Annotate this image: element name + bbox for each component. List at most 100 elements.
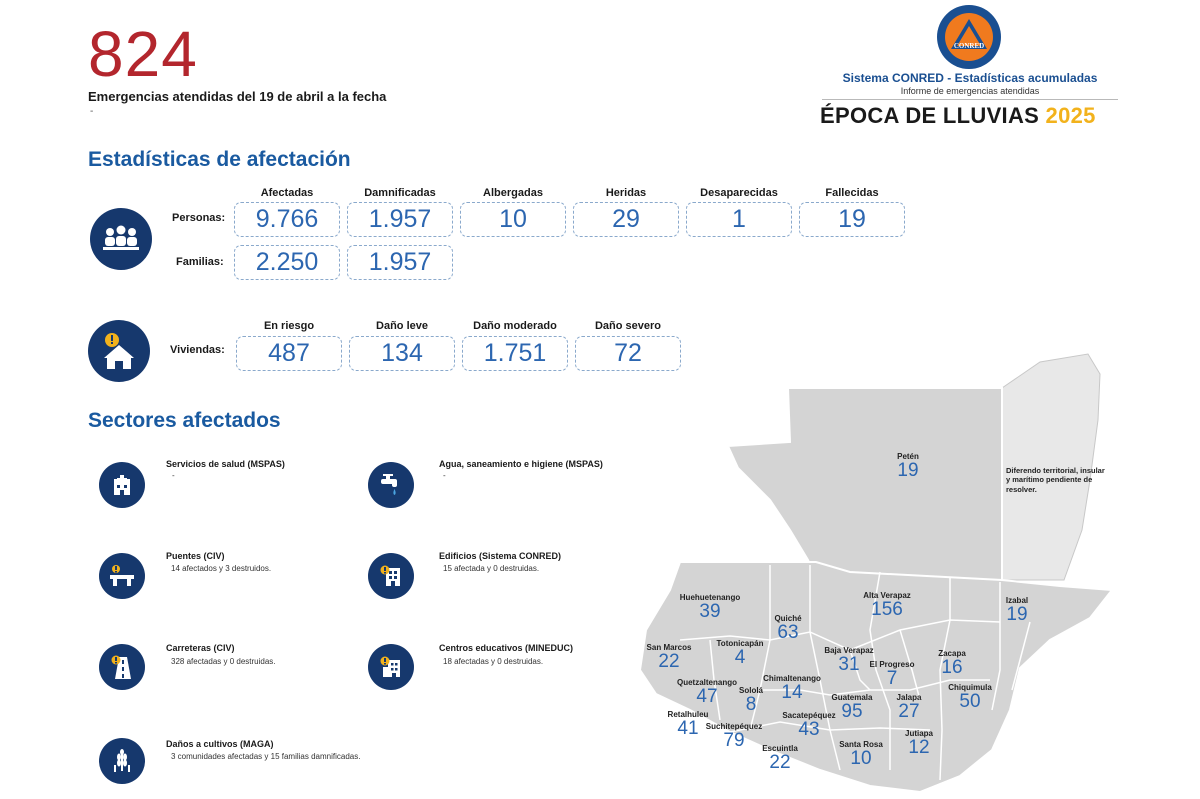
personas-albergadas-value: 10: [460, 202, 566, 237]
dept-zacapa-value: 16: [941, 657, 963, 678]
header-desaparecidas: Desaparecidas: [700, 187, 778, 199]
dept-santa-rosa-name: Santa Rosa: [839, 740, 883, 749]
dept-chimaltenango: Chimaltenango 14: [763, 674, 821, 702]
dept-el-progreso: El Progreso 7: [870, 660, 915, 688]
dept-escuintla-name: Escuintla: [762, 744, 798, 753]
dept-retalhuleu-value: 41: [677, 718, 699, 739]
total-emergencies-count: 824: [88, 18, 198, 90]
dept-huehuetenango-name: Huehuetenango: [679, 593, 741, 602]
hospital-icon: [99, 462, 145, 508]
dept-quetzaltenango-name: Quetzaltenango: [676, 678, 738, 687]
personas-afectadas-value: 9.766: [234, 202, 340, 237]
dept-izabal-value: 19: [1006, 604, 1028, 625]
dept-el-progreso-value: 7: [886, 668, 898, 689]
dept-baja-verapaz: Baja Verapaz 31: [824, 646, 873, 674]
dept-huehuetenango-value: 39: [699, 601, 721, 622]
dept-quiche-name: Quiché: [774, 614, 802, 623]
dept-sacatepequez: Sacatepéquez 43: [782, 711, 835, 739]
sector-agua-title: Agua, saneamiento e higiene (MSPAS): [439, 459, 603, 469]
sector-agua-desc: -: [443, 471, 446, 480]
map-shapes: [638, 353, 1114, 794]
dept-jutiapa-value: 12: [908, 737, 930, 758]
dept-alta-verapaz-value: 156: [871, 599, 903, 620]
dept-san-marcos-name: San Marcos: [646, 643, 692, 652]
dept-peten-name: Petén: [897, 452, 919, 461]
viviendas-dano-severo-value: 72: [575, 336, 681, 371]
dept-jalapa-value: 27: [898, 701, 920, 722]
personas-heridas-value: 29: [573, 202, 679, 237]
header-heridas: Heridas: [605, 187, 647, 199]
dept-quetzaltenango-value: 47: [696, 686, 718, 707]
dept-zacapa: Zacapa 16: [938, 649, 966, 677]
sectors-section-title: Sectores afectados: [88, 409, 281, 432]
dept-chiquimula-value: 50: [959, 691, 981, 712]
dept-chiquimula-name: Chiquimula: [948, 683, 992, 692]
dept-peten-value: 19: [897, 460, 919, 481]
territorial-dispute-note: Diferendo territorial, insular y marítim…: [1006, 466, 1105, 494]
dept-sacatepequez-value: 43: [798, 719, 820, 740]
emergencies-subtitle: Emergencias atendidas del 19 de abril a …: [88, 89, 387, 104]
building-icon: [368, 553, 414, 599]
header-fallecidas: Fallecidas: [825, 187, 879, 199]
road-icon: [99, 644, 145, 690]
dept-san-marcos-value: 22: [658, 651, 680, 672]
dept-chimaltenango-value: 14: [781, 682, 803, 703]
familias-afectadas-value: 2.250: [234, 245, 340, 280]
dept-alta-verapaz: Alta Verapaz 156: [863, 591, 911, 619]
dept-sacatepequez-name: Sacatepéquez: [782, 711, 836, 720]
dept-guatemala-value: 95: [841, 701, 863, 722]
dept-izabal: Izabal 19: [1006, 596, 1028, 624]
sector-puentes-desc: 14 afectados y 3 destruidos.: [171, 564, 272, 573]
header-dano-leve: Daño leve: [376, 320, 428, 332]
conred-logo: CONRED: [936, 4, 1002, 70]
people-icon: [90, 208, 152, 270]
sector-educacion-title: Centros educativos (MINEDUC): [439, 643, 574, 653]
dept-guatemala: Guatemala 95: [832, 693, 873, 721]
personas-desaparecidas-value: 1: [686, 202, 792, 237]
viviendas-dano-moderado-value: 1.751: [462, 336, 568, 371]
dept-quetzaltenango: Quetzaltenango 47: [677, 678, 737, 706]
sector-puentes-title: Puentes (CIV): [166, 551, 225, 561]
dept-santa-rosa-value: 10: [850, 748, 872, 769]
header-afectadas: Afectadas: [260, 187, 314, 199]
sector-educacion-desc: 18 afectadas y 0 destruidas.: [443, 657, 544, 666]
familias-label: Familias:: [176, 256, 224, 268]
personas-fallecidas-value: 19: [799, 202, 905, 237]
dept-solola-value: 8: [745, 694, 757, 715]
dept-jutiapa: Jutiapa 12: [905, 729, 933, 757]
dept-peten: Petén 19: [897, 452, 919, 480]
dept-quiche: Quiché 63: [774, 614, 801, 642]
dept-jalapa: Jalapa 27: [897, 693, 922, 721]
dept-retalhuleu-name: Retalhuleu: [667, 710, 709, 719]
sector-cultivos-title: Daños a cultivos (MAGA): [166, 739, 274, 749]
crops-icon: [99, 738, 145, 784]
dept-chimaltenango-name: Chimaltenango: [763, 674, 821, 683]
viviendas-dano-leve-value: 134: [349, 336, 455, 371]
dept-chiquimula: Chiquimula 50: [948, 683, 992, 711]
viviendas-en-riesgo-value: 487: [236, 336, 342, 371]
dept-suchitepequez-value: 79: [723, 730, 745, 751]
dept-solola-name: Sololá: [738, 686, 764, 695]
dept-santa-rosa: Santa Rosa 10: [839, 740, 883, 768]
season-year: 2025: [1045, 103, 1096, 128]
sector-salud-desc: -: [172, 471, 175, 480]
dept-totonicapan-value: 4: [734, 647, 746, 668]
dept-alta-verapaz-name: Alta Verapaz: [863, 591, 911, 600]
dept-zacapa-name: Zacapa: [938, 649, 966, 658]
house-warning-icon: [88, 320, 150, 382]
school-icon: [368, 644, 414, 690]
dept-totonicapan: Totonicapán 4: [717, 639, 764, 667]
logo-text: CONRED: [954, 42, 984, 50]
sector-edificios-desc: 15 afectada y 0 destruidas.: [443, 564, 540, 573]
dept-el-progreso-name: El Progreso: [869, 660, 915, 669]
header-dano-severo: Daño severo: [594, 320, 662, 332]
header-albergadas: Albergadas: [483, 187, 543, 199]
stats-section-title: Estadísticas de afectación: [88, 148, 351, 171]
dept-jutiapa-name: Jutiapa: [904, 729, 934, 738]
dept-baja-verapaz-name: Baja Verapaz: [824, 646, 874, 655]
personas-damnificadas-value: 1.957: [347, 202, 453, 237]
header-dano-moderado: Daño moderado: [473, 320, 557, 332]
sector-edificios-title: Edificios (Sistema CONRED): [439, 551, 562, 561]
header-damnificadas: Damnificadas: [364, 187, 436, 199]
dept-baja-verapaz-value: 31: [838, 654, 860, 675]
